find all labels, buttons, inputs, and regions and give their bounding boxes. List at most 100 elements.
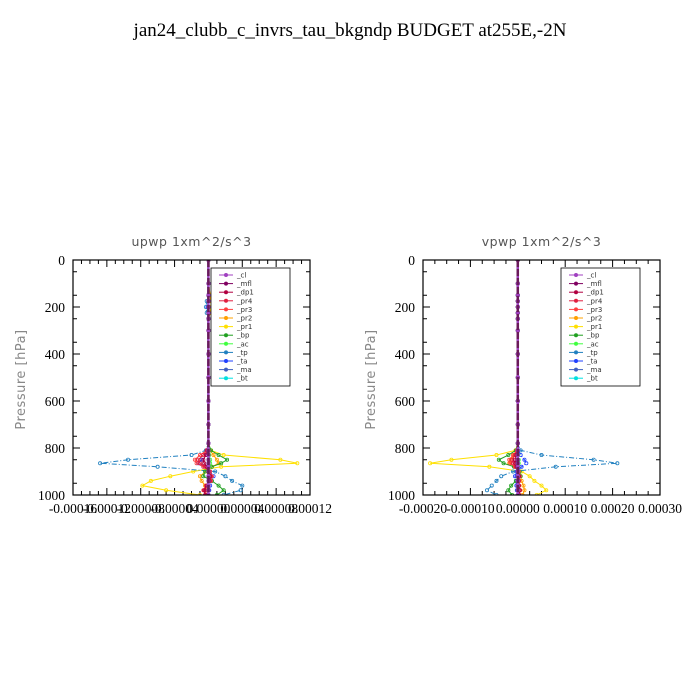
legend-entry-label: _dp1	[236, 289, 254, 297]
legend-entry-label: _ta	[586, 358, 598, 366]
series-line-pr1	[430, 260, 548, 495]
y-tick-label: 200	[395, 300, 416, 315]
series-group	[98, 260, 300, 495]
legend-marker	[224, 281, 228, 286]
x-tick-label: 0.00008	[254, 501, 298, 516]
legend-entry-label: _tp	[586, 349, 598, 357]
data-point-pr1	[487, 464, 492, 469]
legend-entry-label: _mfl	[236, 280, 252, 288]
series-group	[428, 260, 620, 495]
legend-entry-label: _pr3	[586, 306, 602, 314]
data-point-pr1	[148, 478, 153, 483]
data-point-bp	[219, 461, 224, 466]
x-tick-label: 0.00012	[288, 501, 332, 516]
data-point-tp	[553, 464, 558, 469]
data-point-tp	[126, 457, 131, 462]
legend-entry-label: _ma	[586, 366, 602, 374]
legend-entry-label: _pr1	[236, 323, 252, 331]
data-point-tp	[230, 478, 235, 483]
legend-marker	[224, 341, 228, 346]
x-tick-label: -0.00016	[49, 501, 98, 516]
x-tick-label: -0.00012	[83, 501, 131, 516]
data-point-tp	[499, 474, 504, 479]
legend-entry-label: _mfl	[586, 280, 602, 288]
legend-entry-label: _pr4	[236, 297, 253, 305]
x-tick-label: 0.00000	[186, 501, 230, 516]
x-tick-label: -0.00008	[117, 501, 166, 516]
data-point-tp	[189, 453, 194, 458]
legend-marker	[574, 281, 578, 286]
legend-marker	[574, 367, 578, 372]
data-point-tp	[223, 474, 228, 479]
y-tick-label: 0	[58, 253, 65, 268]
legend-marker	[574, 298, 578, 303]
data-point-tp	[511, 469, 516, 474]
legend-entry-label: _ma	[236, 366, 252, 374]
legend-entry-label: _pr2	[586, 315, 602, 323]
legend-marker	[224, 307, 228, 312]
legend-marker	[224, 316, 228, 320]
legend-marker	[224, 333, 228, 338]
figure-title: jan24_clubb_c_invrs_tau_bkgndp BUDGET at…	[133, 20, 567, 41]
data-point-tp	[615, 461, 620, 466]
data-point-pr4	[201, 453, 206, 458]
data-point-pr1	[168, 474, 173, 479]
data-point-pr2	[199, 478, 204, 483]
data-point-bp	[201, 474, 206, 479]
legend-entry-label: _bt	[236, 375, 248, 383]
data-point-dp1	[201, 457, 206, 462]
data-point-pr2	[214, 457, 219, 462]
x-tick-label: -0.00020	[399, 501, 448, 516]
legend-marker	[574, 350, 578, 355]
data-point-tp	[539, 453, 544, 458]
y-tick-label: 400	[395, 347, 416, 362]
data-point-tp	[489, 483, 494, 488]
data-point-pr2	[211, 453, 216, 458]
data-point-bp	[216, 483, 221, 488]
legend-entry-label: _ta	[236, 358, 248, 366]
data-point-tp	[591, 457, 596, 462]
y-tick-label: 600	[395, 394, 416, 409]
y-tick-label: 1000	[388, 488, 415, 503]
data-point-pr1	[221, 453, 226, 458]
legend-marker	[574, 359, 578, 363]
legend-entry-label: _pr1	[586, 323, 602, 331]
data-point-tp	[155, 464, 160, 469]
data-point-bp	[501, 461, 506, 466]
data-point-pr2	[521, 483, 526, 488]
data-point-bp	[221, 488, 226, 493]
legend-entry-label: _bp	[586, 332, 600, 340]
legend-entry-label: _ac	[586, 340, 599, 348]
legend-entry-label: _cl	[236, 272, 246, 280]
y-tick-label: 0	[408, 253, 415, 268]
data-point-pr1	[539, 483, 544, 488]
data-point-dp1	[202, 461, 207, 466]
legend-marker	[224, 376, 228, 381]
y-axis-label: Pressure [hPa]	[14, 329, 29, 429]
data-point-ta	[522, 457, 527, 462]
x-tick-label: 0.00000	[496, 501, 540, 516]
data-point-pr1	[532, 478, 537, 483]
legend-marker	[574, 341, 578, 346]
legend-marker	[574, 273, 578, 277]
data-point-pr1	[544, 488, 549, 493]
data-point-pr1	[428, 461, 433, 466]
panel-title: upwp 1xm^2/s^3	[131, 234, 251, 249]
data-point-tp	[213, 469, 218, 474]
data-point-pr4	[511, 461, 516, 466]
legend-entry-label: _pr3	[236, 306, 252, 314]
data-point-dp1	[202, 488, 207, 493]
x-tick-label: 0.00020	[591, 501, 635, 516]
data-point-pr4	[197, 461, 202, 466]
x-tick-label: 0.00030	[638, 501, 682, 516]
data-point-tp	[98, 461, 103, 466]
y-tick-label: 800	[395, 441, 416, 456]
data-point-tp	[238, 488, 243, 493]
legend-entry-label: _cl	[586, 272, 596, 280]
legend-entry-label: _pr4	[586, 297, 603, 305]
data-point-pr1	[278, 457, 283, 462]
y-axis-label: Pressure [hPa]	[364, 329, 379, 429]
y-tick-label: 800	[45, 441, 66, 456]
legend-entry-label: _ac	[236, 340, 249, 348]
data-point-ta	[524, 461, 529, 466]
